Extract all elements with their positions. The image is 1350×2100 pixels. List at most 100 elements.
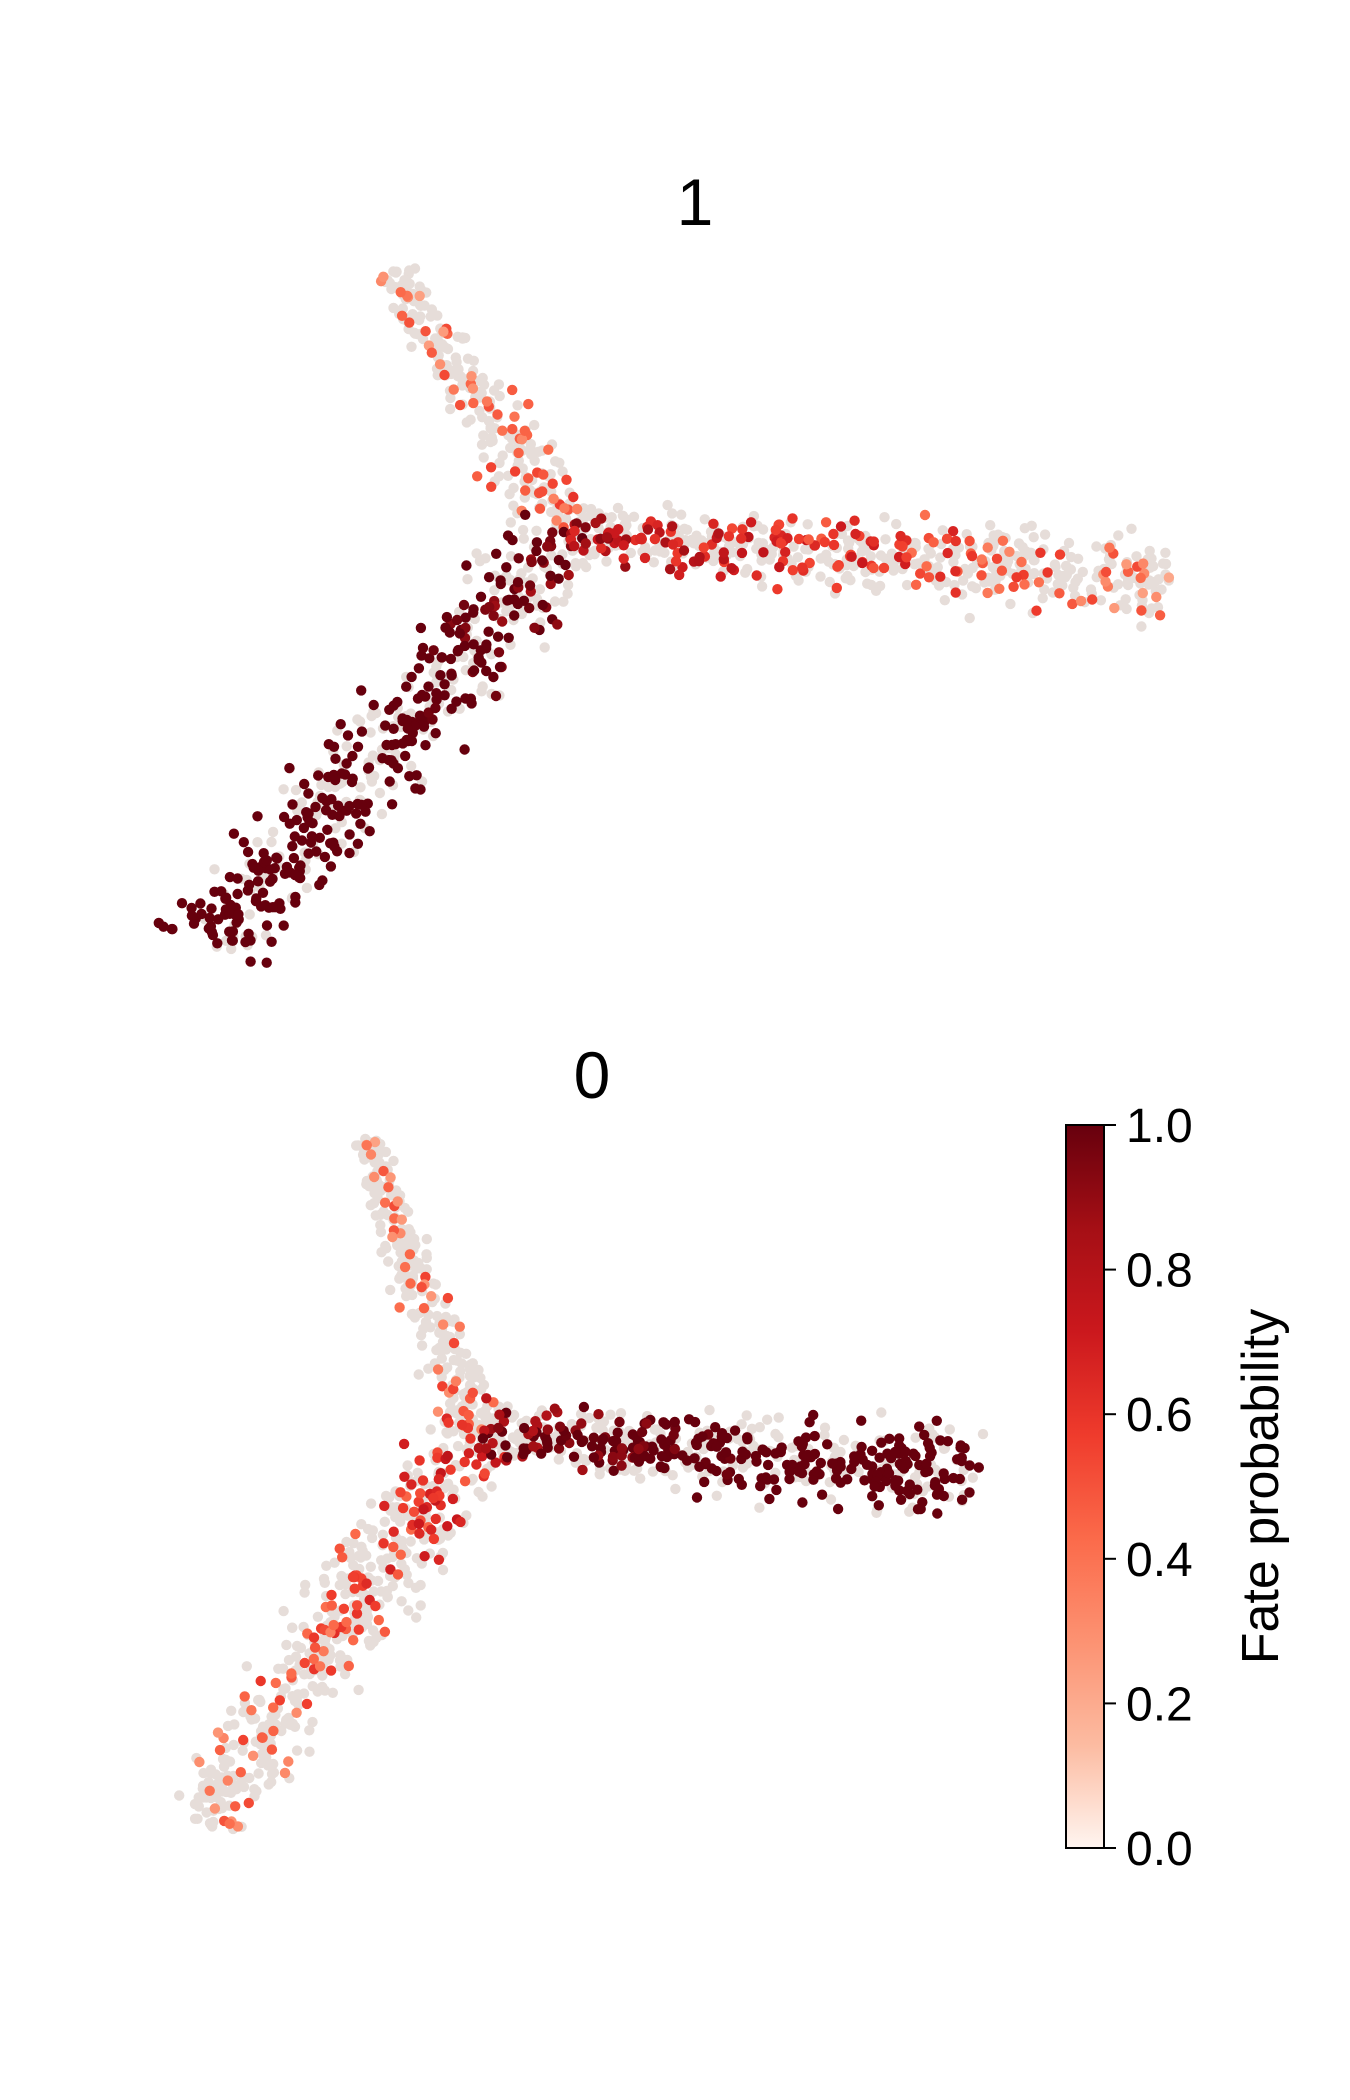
cell-point: [802, 519, 813, 530]
cell-point: [467, 383, 479, 394]
cell-point: [932, 562, 943, 573]
cell-point: [507, 423, 518, 435]
cell-point: [368, 699, 379, 711]
cell-point: [985, 520, 996, 531]
cell-point: [586, 1441, 598, 1452]
cell-point: [341, 1536, 352, 1548]
cell-point: [1136, 621, 1147, 632]
cell-point: [662, 499, 673, 511]
cell-point: [764, 554, 775, 565]
cell-point: [368, 1586, 379, 1597]
cell-point: [233, 909, 244, 920]
cell-point: [956, 1455, 967, 1467]
cell-point: [1028, 555, 1039, 566]
cell-point: [231, 917, 242, 928]
cell-point: [334, 1579, 345, 1591]
cell-point: [319, 851, 331, 863]
cell-point: [912, 1504, 924, 1515]
cell-point: [396, 1596, 407, 1607]
cell-point: [411, 770, 422, 781]
cell-point: [468, 607, 479, 618]
cell-point: [291, 1745, 303, 1756]
cell-point: [670, 1483, 681, 1495]
cell-point: [902, 1485, 913, 1497]
cell-point: [1063, 537, 1075, 549]
cell-point: [352, 838, 364, 849]
cell-point: [942, 547, 953, 559]
cell-point: [572, 1429, 583, 1441]
cell-point: [158, 921, 169, 932]
cell-point: [309, 1642, 321, 1653]
cell-point: [835, 1477, 846, 1488]
cell-point: [396, 310, 408, 321]
cell-point: [935, 571, 946, 582]
cell-point: [1037, 593, 1048, 604]
cell-point: [571, 503, 583, 515]
cell-point: [381, 1243, 392, 1254]
cell-point: [513, 455, 524, 466]
cell-point: [480, 553, 491, 564]
cell-point: [883, 1468, 895, 1479]
cell-point: [488, 610, 499, 621]
cell-point: [262, 1760, 274, 1771]
cell-point: [710, 1422, 721, 1433]
cell-point: [377, 1529, 389, 1541]
cell-point: [762, 1459, 774, 1471]
cell-point: [286, 1668, 297, 1679]
cell-point: [465, 1433, 476, 1444]
cell-point: [355, 782, 366, 793]
cell-point: [513, 553, 524, 564]
cell-point: [401, 1569, 412, 1581]
cell-point: [423, 681, 434, 692]
cell-point: [239, 1691, 250, 1702]
cell-point: [910, 579, 922, 590]
cell-point: [459, 744, 470, 755]
cell-point: [462, 353, 474, 364]
cell-point: [322, 824, 333, 835]
cell-point: [546, 550, 557, 561]
cell-point: [704, 1404, 715, 1416]
cell-point: [896, 1461, 907, 1472]
cell-point: [893, 1475, 904, 1486]
cell-point: [430, 702, 441, 714]
cell-point: [408, 1506, 420, 1518]
cell-point: [552, 619, 563, 630]
cell-point: [1160, 547, 1171, 558]
cell-point: [494, 661, 506, 673]
colorbar-tick-label: 0.8: [1126, 1245, 1193, 1298]
cell-point: [273, 1663, 284, 1675]
cell-point: [437, 1381, 448, 1392]
cell-point: [413, 1496, 424, 1508]
cell-point: [304, 1725, 315, 1736]
cell-point: [525, 443, 536, 454]
cell-point: [1137, 587, 1149, 599]
cell-point: [1120, 594, 1131, 605]
cell-point: [517, 524, 529, 536]
cell-point: [395, 1516, 406, 1527]
cell-point: [536, 1448, 547, 1459]
cell-point: [1052, 578, 1064, 590]
cell-point: [825, 1494, 837, 1505]
cell-point: [966, 550, 978, 562]
cell-point: [383, 1256, 394, 1267]
cell-point: [481, 665, 492, 677]
cell-point: [246, 1705, 257, 1716]
cell-point: [311, 846, 322, 857]
cell-point: [224, 908, 235, 919]
cell-point: [843, 537, 855, 549]
cell-point: [421, 1318, 432, 1329]
cell-point: [228, 828, 240, 839]
cell-point: [416, 1340, 428, 1351]
cell-point: [919, 509, 931, 521]
cell-point: [780, 546, 791, 558]
cell-point: [450, 352, 461, 363]
cell-point: [1039, 584, 1050, 595]
cell-point: [578, 1401, 590, 1413]
cell-point: [679, 523, 690, 534]
cell-point: [820, 517, 832, 528]
cell-point: [512, 400, 523, 411]
cell-point: [406, 671, 417, 683]
cell-point: [232, 873, 243, 884]
cell-point: [568, 491, 579, 503]
cell-point: [343, 1660, 354, 1672]
